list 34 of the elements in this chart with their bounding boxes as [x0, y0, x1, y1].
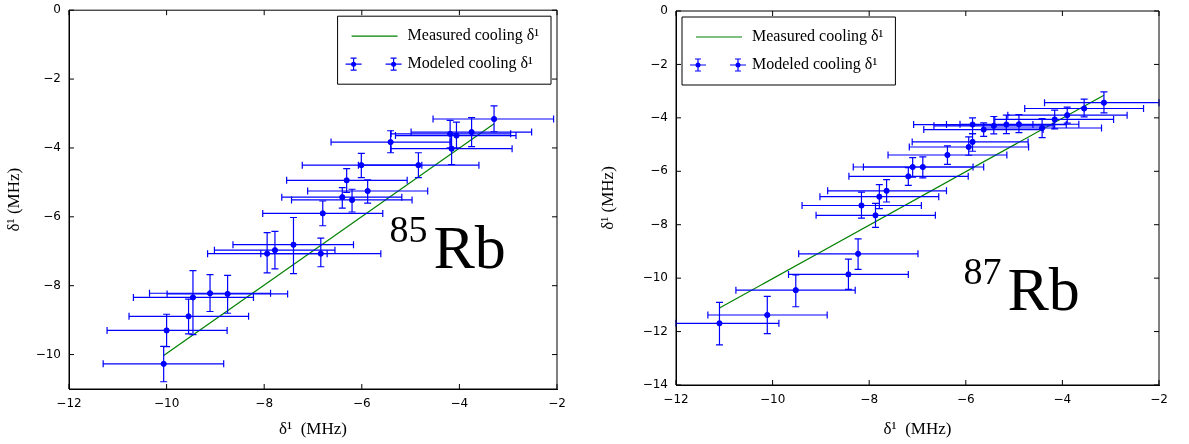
x-tick-label: −12 [56, 396, 82, 411]
x-tick-label: −10 [153, 396, 180, 411]
y-tick-label: −6 [43, 208, 61, 223]
y-tick-label: −4 [650, 109, 668, 124]
y-tick-label: 0 [53, 2, 61, 17]
y-tick-label: −8 [650, 216, 668, 231]
y-tick-label: −2 [650, 56, 668, 71]
legend-label: Measured cooling δ¹ [407, 26, 540, 45]
y-tick-label: −6 [650, 163, 668, 178]
legend-label: Modeled cooling δ¹ [752, 55, 878, 74]
x-tick-label: −2 [1150, 392, 1168, 407]
x-tick-label: −4 [450, 396, 469, 411]
x-tick-label: −10 [759, 392, 786, 407]
y-axis-title: δ¹ (MHz) [3, 167, 23, 232]
y-tick-label: −14 [642, 377, 668, 392]
x-axis-title: δ¹ (MHz) [279, 419, 347, 439]
x-tick-label: −8 [860, 392, 879, 407]
y-tick-label: −10 [35, 346, 61, 361]
y-axis-title: δ¹ (MHz) [597, 166, 617, 230]
x-tick-label: −12 [663, 392, 689, 407]
x-tick-label: −2 [548, 396, 566, 411]
legend-label: Modeled cooling δ¹ [407, 54, 533, 73]
legend-label: Measured cooling δ¹ [752, 27, 884, 46]
x-tick-label: −8 [255, 396, 274, 411]
x-axis-title: δ¹ (MHz) [883, 419, 952, 439]
y-tick-label: 0 [660, 3, 668, 18]
x-tick-label: −6 [352, 396, 371, 411]
y-tick-label: −12 [642, 323, 668, 338]
y-tick-label: −2 [43, 71, 61, 86]
y-tick-label: −8 [43, 277, 61, 292]
y-tick-label: −4 [43, 140, 61, 155]
x-tick-label: −4 [1053, 392, 1072, 407]
y-tick-label: −10 [642, 270, 668, 285]
x-tick-label: −6 [956, 392, 975, 407]
